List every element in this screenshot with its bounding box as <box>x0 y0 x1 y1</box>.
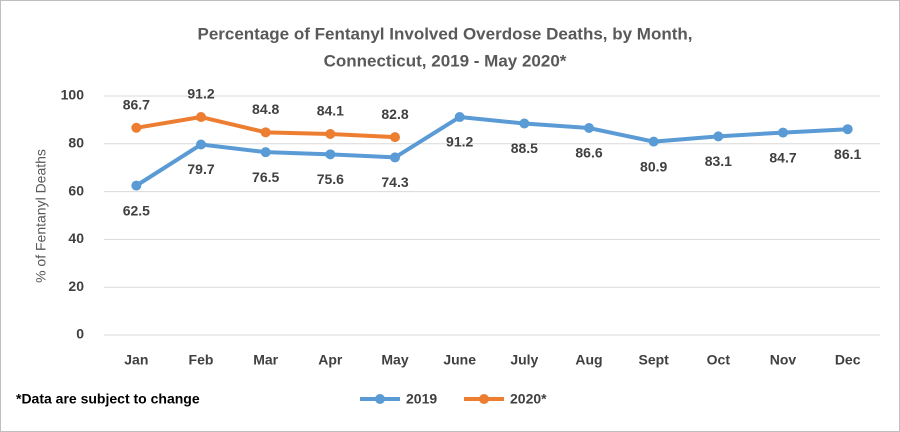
data-label: 83.1 <box>705 153 732 169</box>
x-tick-label: July <box>510 352 538 368</box>
data-label: 84.8 <box>252 101 279 117</box>
point <box>778 127 788 138</box>
data-label: 80.9 <box>640 158 667 174</box>
data-label: 76.5 <box>252 169 279 185</box>
point <box>584 123 594 134</box>
data-label: 82.8 <box>381 106 408 122</box>
data-label: 74.3 <box>381 174 408 190</box>
y-tick-label: 20 <box>68 278 84 294</box>
x-tick-label: Dec <box>835 352 861 368</box>
point <box>260 147 271 158</box>
point <box>390 132 400 143</box>
point <box>454 112 465 123</box>
y-tick-label: 80 <box>68 135 84 151</box>
legend-label: 2020* <box>510 391 547 407</box>
x-tick-label: Nov <box>770 352 797 368</box>
x-tick-label: Sept <box>638 352 669 368</box>
data-label: 62.5 <box>123 202 150 218</box>
point <box>196 112 206 123</box>
x-tick-label: Oct <box>707 352 731 368</box>
point <box>131 122 142 133</box>
point <box>325 149 336 160</box>
legend-marker <box>479 394 489 404</box>
point <box>842 124 853 135</box>
x-tick-label: Feb <box>189 352 214 368</box>
x-tick-label: Jan <box>124 352 148 368</box>
legend-label: 2019 <box>406 391 437 407</box>
legend-marker <box>375 394 385 404</box>
point <box>713 131 724 142</box>
point <box>131 180 142 191</box>
data-label: 84.7 <box>769 149 796 165</box>
data-label: 91.2 <box>187 86 214 102</box>
y-tick-label: 0 <box>76 326 84 342</box>
point <box>519 118 530 129</box>
y-tick-label: 100 <box>61 87 85 103</box>
x-tick-label: Aug <box>575 352 602 368</box>
data-label: 88.5 <box>511 140 538 156</box>
chart-title: Percentage of Fentanyl Involved Overdose… <box>197 24 692 43</box>
data-label: 75.6 <box>317 171 344 187</box>
data-label: 86.7 <box>123 96 150 112</box>
data-label: 84.1 <box>317 103 344 119</box>
data-label: 86.6 <box>575 145 602 161</box>
chart-title: Connecticut, 2019 - May 2020* <box>324 51 567 70</box>
x-tick-label: Apr <box>318 352 343 368</box>
point <box>325 129 336 140</box>
point <box>260 127 271 138</box>
data-label: 86.1 <box>834 146 861 162</box>
x-tick-label: June <box>443 352 476 368</box>
point <box>196 139 206 150</box>
x-tick-label: Mar <box>253 352 278 368</box>
point <box>648 136 659 147</box>
point <box>390 152 400 163</box>
annotation: *Data are subject to change <box>16 391 200 407</box>
series-line <box>135 115 848 188</box>
y-tick-label: 40 <box>68 230 84 246</box>
data-label: 91.2 <box>446 134 473 150</box>
y-axis-label: % of Fentanyl Deaths <box>33 149 49 283</box>
data-label: 79.7 <box>187 161 214 177</box>
y-tick-label: 60 <box>68 182 84 198</box>
x-tick-label: May <box>381 352 408 368</box>
